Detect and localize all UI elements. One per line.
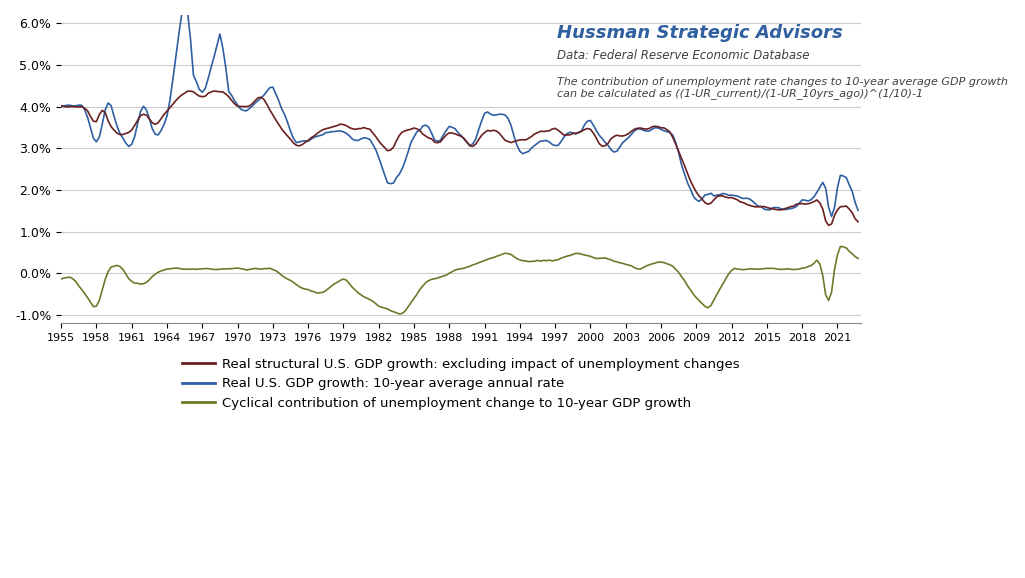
Text: Data: Federal Reserve Economic Database: Data: Federal Reserve Economic Database [557, 49, 810, 62]
Text: The contribution of unemployment rate changes to 10-year average GDP growth
can : The contribution of unemployment rate ch… [557, 77, 1008, 99]
Legend: Real structural U.S. GDP growth: excluding impact of unemployment changes, Real : Real structural U.S. GDP growth: excludi… [177, 353, 745, 415]
Text: Hussman Strategic Advisors: Hussman Strategic Advisors [557, 24, 843, 42]
